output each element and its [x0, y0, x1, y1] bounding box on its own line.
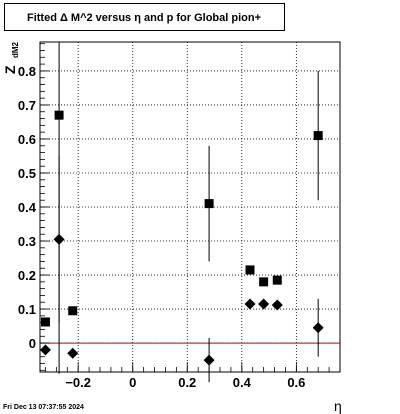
data-point-square [68, 306, 78, 316]
chart-title: Fitted Δ M^2 versus η and p for Global p… [27, 12, 261, 24]
data-point-square [204, 199, 214, 209]
y-tick-label: 0.8 [18, 64, 36, 79]
y-tick-label: 0.3 [18, 234, 36, 249]
y-tick-label: 0 [29, 336, 36, 351]
y-tick-label: 0.2 [18, 268, 36, 283]
y-axis-label: Z [2, 65, 18, 74]
data-point-square [272, 275, 282, 285]
timestamp-footer: Fri Dec 13 07:37:55 2024 [3, 404, 84, 411]
x-tick-label: 0.6 [287, 375, 305, 390]
y-axis-sublabel: dM2 [11, 41, 20, 58]
x-tick-label: 0 [129, 375, 136, 390]
y-tick-label: 0.5 [18, 166, 36, 181]
y-tick-label: 0.1 [18, 302, 36, 317]
data-point-square [313, 131, 323, 141]
title-box: Fitted Δ M^2 versus η and p for Global p… [4, 3, 285, 31]
y-tick-label: 0.7 [18, 98, 36, 113]
y-tick-label: 0.6 [18, 132, 36, 147]
data-point-diamond [203, 354, 215, 366]
data-point-square [259, 277, 269, 287]
data-point-diamond [312, 322, 324, 334]
x-tick-label: 0.4 [233, 375, 252, 390]
data-point-square [40, 317, 50, 327]
data-point-diamond [67, 347, 79, 359]
data-point-square [54, 110, 64, 120]
data-point-square [245, 265, 255, 275]
x-axis-label: η [334, 398, 342, 414]
data-point-diamond [244, 298, 256, 310]
data-point-diamond [258, 298, 270, 310]
plot-area: −0.2 0 0.2 0.4 0.6 0 0.1 0.2 0.3 0.4 0.5 0.6 0.7 0.8 [18, 41, 341, 390]
data-point-diamond [39, 344, 51, 356]
y-tick-label: 0.4 [18, 200, 37, 215]
x-tick-label: 0.2 [178, 375, 196, 390]
y-axis-title: Z dM2 [2, 41, 20, 74]
data-point-diamond [53, 233, 65, 245]
data-point-diamond [271, 299, 283, 311]
x-tick-label: −0.2 [65, 375, 91, 390]
